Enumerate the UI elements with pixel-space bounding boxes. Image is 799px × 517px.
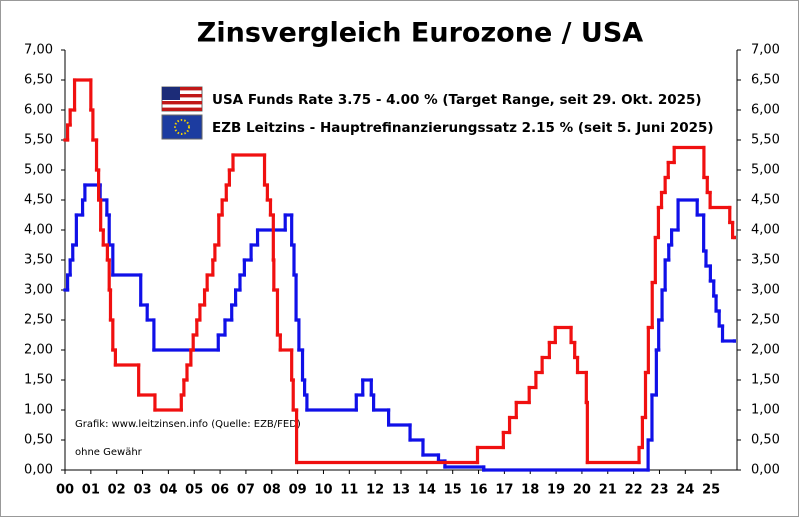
x-tick-label: 08 xyxy=(263,483,281,498)
y-tick-label: 0,00 xyxy=(24,463,53,478)
x-tick-label: 06 xyxy=(211,483,229,498)
x-tick-label: 21 xyxy=(599,483,617,498)
y-tick-label: 5,00 xyxy=(24,163,53,178)
y-tick-label: 6,00 xyxy=(24,103,53,118)
y-tick-label: 4,50 xyxy=(24,193,53,208)
legend-label: USA Funds Rate 3.75 - 4.00 % (Target Ran… xyxy=(212,92,702,108)
annotation: Grafik: www.leitzinsen.info (Quelle: EZB… xyxy=(75,419,301,430)
x-tick-label: 11 xyxy=(340,483,358,498)
x-tick-label: 16 xyxy=(469,483,487,498)
x-tick-label: 09 xyxy=(289,483,307,498)
y2-tick-label: 2,50 xyxy=(751,313,780,328)
y2-tick-label: 4,00 xyxy=(751,223,780,238)
y2-tick-label: 7,00 xyxy=(751,43,780,58)
y2-tick-label: 5,50 xyxy=(751,133,780,148)
y-tick-label: 2,00 xyxy=(24,343,53,358)
x-tick-label: 19 xyxy=(547,483,565,498)
y2-tick-label: 1,50 xyxy=(751,373,780,388)
y2-tick-label: 3,00 xyxy=(751,283,780,298)
x-tick-label: 13 xyxy=(392,483,410,498)
y2-tick-label: 4,50 xyxy=(751,193,780,208)
y-tick-label: 4,00 xyxy=(24,223,53,238)
y2-tick-label: 2,00 xyxy=(751,343,780,358)
y2-tick-label: 1,00 xyxy=(751,403,780,418)
x-tick-label: 14 xyxy=(418,483,436,498)
y-tick-label: 6,50 xyxy=(24,73,53,88)
y2-tick-label: 0,00 xyxy=(751,463,780,478)
x-tick-label: 22 xyxy=(625,483,643,498)
x-tick-label: 24 xyxy=(676,483,694,498)
x-tick-label: 12 xyxy=(366,483,384,498)
x-tick-label: 04 xyxy=(159,483,177,498)
annotation: ohne Gewähr xyxy=(75,447,143,458)
x-tick-label: 15 xyxy=(444,483,462,498)
y2-tick-label: 6,50 xyxy=(751,73,780,88)
x-tick-label: 02 xyxy=(108,483,126,498)
y-tick-label: 0,50 xyxy=(24,433,53,448)
y2-tick-label: 5,00 xyxy=(751,163,780,178)
x-tick-label: 03 xyxy=(133,483,151,498)
x-tick-label: 01 xyxy=(82,483,100,498)
x-tick-label: 05 xyxy=(185,483,203,498)
y2-tick-label: 3,50 xyxy=(751,253,780,268)
x-tick-label: 20 xyxy=(573,483,591,498)
flag-eu xyxy=(161,114,203,140)
x-tick-label: 17 xyxy=(495,483,513,498)
legend-label: EZB Leitzins - Hauptrefinanzierungssatz … xyxy=(212,120,714,136)
x-tick-label: 23 xyxy=(650,483,668,498)
y-tick-label: 7,00 xyxy=(24,43,53,58)
x-tick-label: 10 xyxy=(314,483,332,498)
x-tick-label: 00 xyxy=(56,483,74,498)
x-tick-label: 25 xyxy=(702,483,720,498)
y2-tick-label: 0,50 xyxy=(751,433,780,448)
x-tick-label: 07 xyxy=(237,483,255,498)
y-tick-label: 1,00 xyxy=(24,403,53,418)
chart-title: Zinsvergleich Eurozone / USA xyxy=(197,18,643,49)
flag-usa xyxy=(161,86,203,112)
x-tick-label: 18 xyxy=(521,483,539,498)
y-tick-label: 5,50 xyxy=(24,133,53,148)
y-tick-label: 3,00 xyxy=(24,283,53,298)
y-tick-label: 1,50 xyxy=(24,373,53,388)
y-tick-label: 3,50 xyxy=(24,253,53,268)
y2-tick-label: 6,00 xyxy=(751,103,780,118)
y-tick-label: 2,50 xyxy=(24,313,53,328)
